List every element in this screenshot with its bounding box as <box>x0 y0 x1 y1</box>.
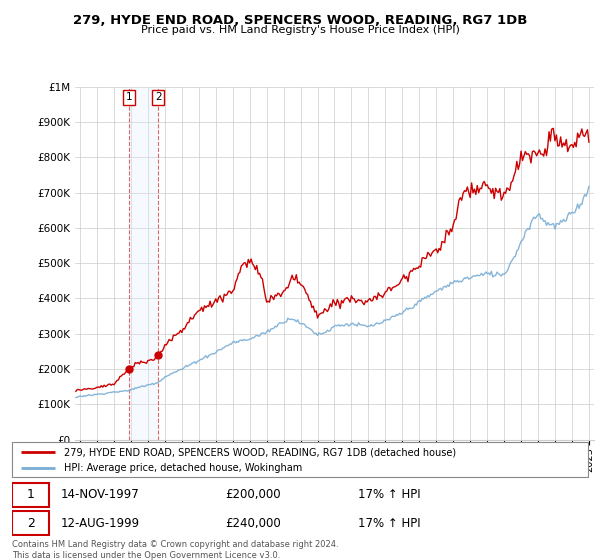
Text: Contains HM Land Registry data © Crown copyright and database right 2024.
This d: Contains HM Land Registry data © Crown c… <box>12 540 338 560</box>
Text: 2: 2 <box>27 516 35 530</box>
FancyBboxPatch shape <box>12 442 588 477</box>
FancyBboxPatch shape <box>12 511 49 535</box>
Text: 279, HYDE END ROAD, SPENCERS WOOD, READING, RG7 1DB: 279, HYDE END ROAD, SPENCERS WOOD, READI… <box>73 14 527 27</box>
Text: £200,000: £200,000 <box>225 488 281 501</box>
Text: 1: 1 <box>125 92 132 102</box>
Text: HPI: Average price, detached house, Wokingham: HPI: Average price, detached house, Woki… <box>64 464 302 473</box>
Text: 279, HYDE END ROAD, SPENCERS WOOD, READING, RG7 1DB (detached house): 279, HYDE END ROAD, SPENCERS WOOD, READI… <box>64 447 456 457</box>
Bar <box>129 87 158 440</box>
Text: Price paid vs. HM Land Registry's House Price Index (HPI): Price paid vs. HM Land Registry's House … <box>140 25 460 35</box>
FancyBboxPatch shape <box>12 483 49 507</box>
Text: £240,000: £240,000 <box>225 516 281 530</box>
Text: 1: 1 <box>27 488 35 501</box>
Text: 17% ↑ HPI: 17% ↑ HPI <box>358 516 420 530</box>
Text: 12-AUG-1999: 12-AUG-1999 <box>61 516 140 530</box>
Text: 2: 2 <box>155 92 162 102</box>
Text: 14-NOV-1997: 14-NOV-1997 <box>61 488 140 501</box>
Text: 17% ↑ HPI: 17% ↑ HPI <box>358 488 420 501</box>
